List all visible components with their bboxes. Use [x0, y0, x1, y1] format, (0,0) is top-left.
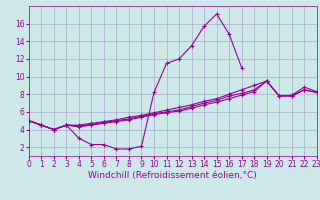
X-axis label: Windchill (Refroidissement éolien,°C): Windchill (Refroidissement éolien,°C) — [88, 171, 257, 180]
